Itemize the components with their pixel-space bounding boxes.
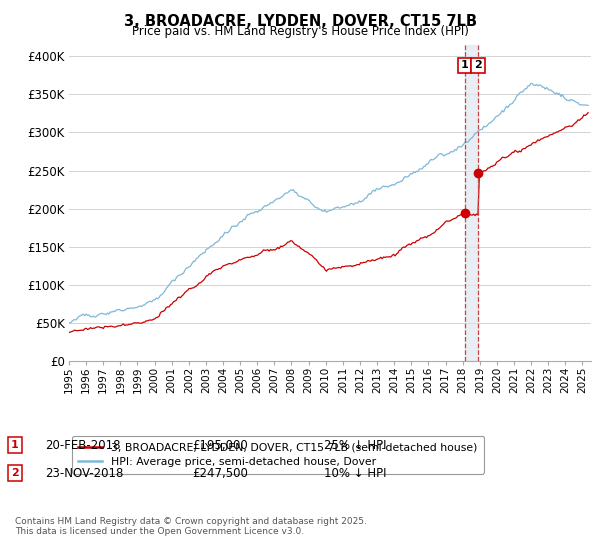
Text: 3, BROADACRE, LYDDEN, DOVER, CT15 7LB: 3, BROADACRE, LYDDEN, DOVER, CT15 7LB [124,14,476,29]
Text: 1: 1 [11,440,19,450]
Text: £247,500: £247,500 [192,466,248,480]
Text: Price paid vs. HM Land Registry's House Price Index (HPI): Price paid vs. HM Land Registry's House … [131,25,469,38]
Text: 20-FEB-2018: 20-FEB-2018 [45,438,121,452]
Legend: 3, BROADACRE, LYDDEN, DOVER, CT15 7LB (semi-detached house), HPI: Average price,: 3, BROADACRE, LYDDEN, DOVER, CT15 7LB (s… [72,436,484,474]
Text: 2: 2 [11,468,19,478]
Bar [464,45,478,361]
Text: 23-NOV-2018: 23-NOV-2018 [45,466,124,480]
Text: 2: 2 [474,60,482,71]
Text: 1: 1 [461,60,469,71]
Text: £195,000: £195,000 [192,438,248,452]
Text: 10% ↓ HPI: 10% ↓ HPI [324,466,386,480]
Text: Contains HM Land Registry data © Crown copyright and database right 2025.
This d: Contains HM Land Registry data © Crown c… [15,517,367,536]
Text: 25% ↓ HPI: 25% ↓ HPI [324,438,386,452]
